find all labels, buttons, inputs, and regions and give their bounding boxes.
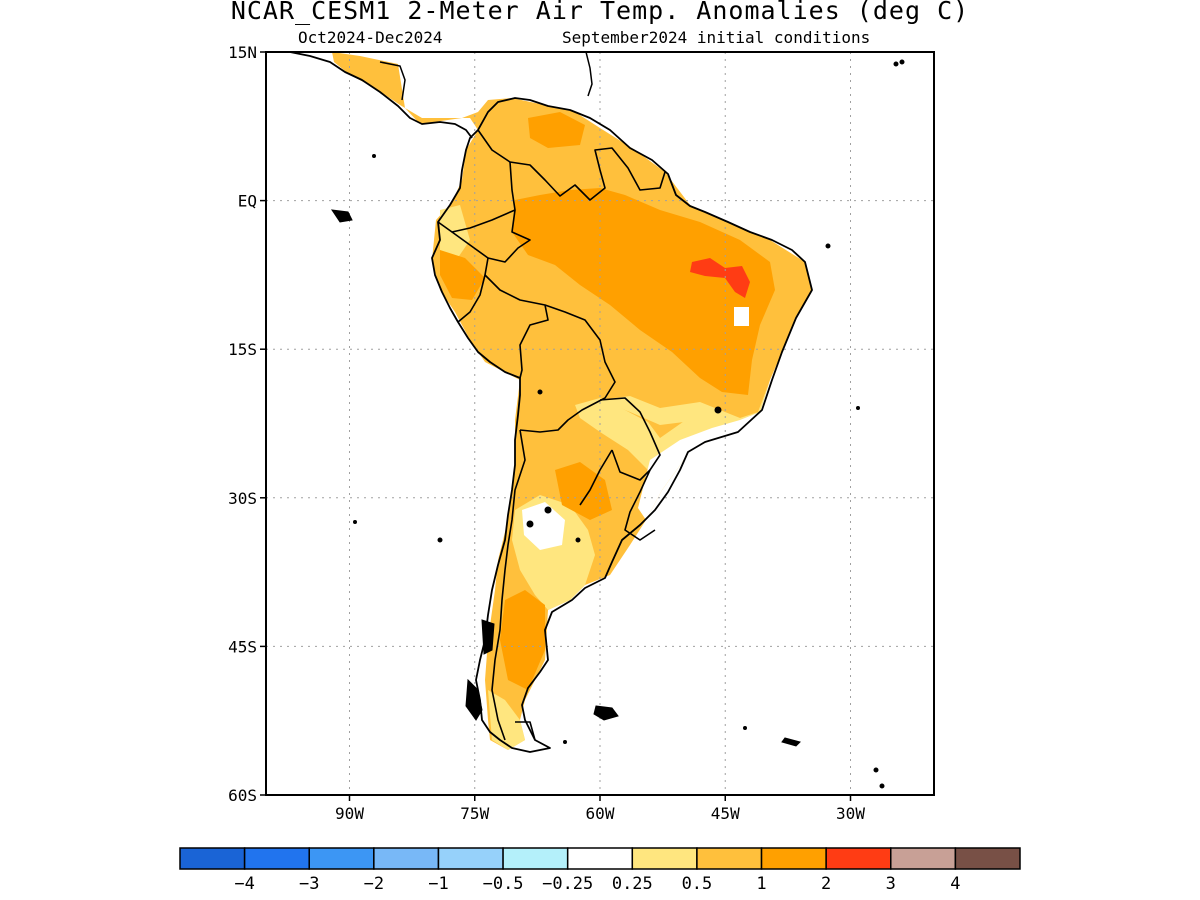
lon-tick-label: 75W [460,804,489,823]
colorbar-label: −4 [234,874,254,894]
forecast-period: Oct2024-Dec2024 [298,28,443,47]
small-coast-features [330,59,905,789]
anomaly-region-2-to-3 [690,258,750,298]
anomaly-region-1-to-2 [500,590,545,690]
colorbar-swatch [502,847,569,870]
colorbar-label: 0.5 [682,874,713,894]
lat-tick-label: EQ [238,192,257,211]
colorbar-swatch [179,847,246,870]
anomaly-region-0-25-to-0-5 [488,690,525,750]
anomaly-region-1-to-2 [440,250,485,300]
anomaly-region-near-zero [522,502,565,550]
colorbar-swatch [890,847,957,870]
colorbar-swatch [631,847,698,870]
anomaly-region-near-zero [734,307,749,326]
colorbar-swatch [437,847,504,870]
anomaly-region-0-25-to-0-5 [575,398,740,490]
colorbar-swatch [308,847,375,870]
colorbar-label: −0.25 [542,874,593,894]
lon-tick-label: 30W [836,804,865,823]
lon-tick-label: 60W [586,804,615,823]
map-title: NCAR_CESM1 2-Meter Air Temp. Anomalies (… [230,0,970,25]
colorbar-swatch [696,847,763,870]
colorbar-label: −0.5 [483,874,524,894]
anomaly-region-1-to-2 [528,112,585,148]
lat-tick-label: 30S [228,489,257,508]
lon-tick-label: 45W [711,804,740,823]
lat-tick-label: 15S [228,340,257,359]
anomaly-region-1-to-2 [555,462,612,520]
colorbar-swatch [373,847,440,870]
colorbar-label: −2 [364,874,384,894]
colorbar-swatch [243,847,310,870]
colorbar-label: 2 [821,874,831,894]
colorbar-label: −1 [428,874,448,894]
colorbar-label: 3 [886,874,896,894]
colorbar-swatch [566,847,634,870]
colorbar-swatch [760,847,827,870]
initial-conditions: September2024 initial conditions [562,28,871,47]
colorbar-label: 0.25 [612,874,653,894]
colorbar-swatch [954,847,1021,870]
lon-tick-label: 90W [335,804,364,823]
coastline-caribbean [379,61,406,101]
grid-lines [266,52,934,795]
latitude-axis: 15N EQ 15S 30S 45S 60S [228,43,266,805]
lat-tick-label: 15N [228,43,257,62]
anomaly-region-1-to-2 [512,188,775,395]
lat-tick-label: 60S [228,786,257,805]
colorbar-legend: −4 −3 −2 −1 −0.5 −0.25 0.25 0.5 1 2 3 4 [179,847,1021,894]
coastline-south-america [431,97,813,753]
anomaly-region-0-5-to-1 [332,52,812,750]
colorbar-label: 1 [756,874,766,894]
coastline-central-america [289,52,473,139]
colorbar-swatch [825,847,892,870]
anomaly-region-0-25-to-0-5 [600,380,770,432]
coastline-yucatan-islands [585,52,593,97]
colorbar-label: 4 [950,874,960,894]
colorbar-label: −3 [299,874,319,894]
country-borders [437,129,666,741]
lat-tick-label: 45S [228,637,257,656]
longitude-axis: 90W 75W 60W 45W 30W [335,795,865,823]
